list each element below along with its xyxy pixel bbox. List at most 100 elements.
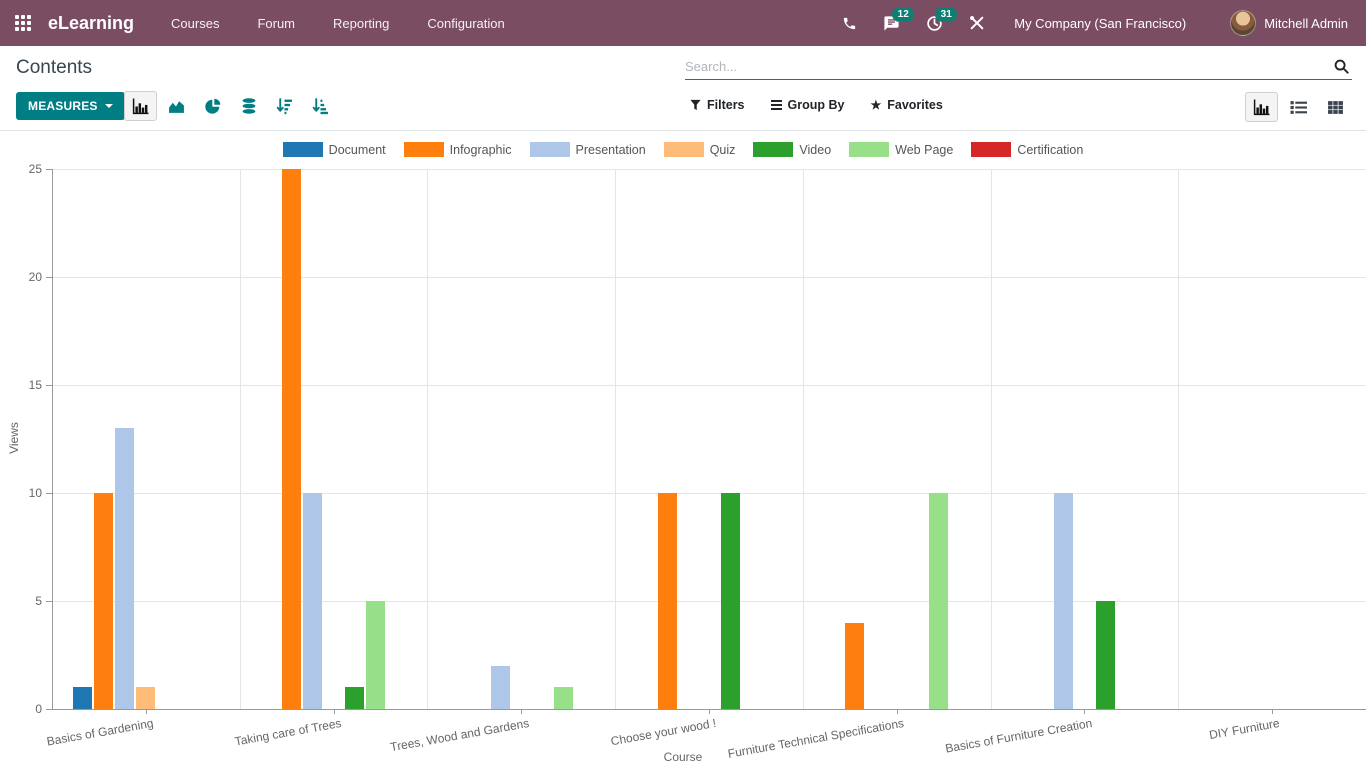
- bar-web-page[interactable]: [366, 601, 386, 709]
- x-tick: [333, 709, 335, 714]
- sort-ascending-button[interactable]: [304, 91, 337, 121]
- graph-view-button[interactable]: [1245, 92, 1278, 122]
- x-tick-label: Taking care of Trees: [233, 716, 343, 749]
- legend-item[interactable]: Presentation: [529, 142, 646, 157]
- search-button[interactable]: [1330, 56, 1352, 78]
- favorites-label: Favorites: [887, 98, 943, 112]
- nav-menu-forum[interactable]: Forum: [257, 15, 296, 31]
- bar-web-page[interactable]: [929, 493, 949, 709]
- legend-swatch: [663, 142, 704, 157]
- bar-infographic[interactable]: [282, 169, 302, 709]
- y-tick: [46, 169, 52, 170]
- bar-video[interactable]: [345, 687, 365, 709]
- bar-presentation[interactable]: [1053, 493, 1073, 709]
- user-menu[interactable]: Mitchell Admin: [1202, 10, 1352, 36]
- apps-grid-icon: [15, 15, 31, 31]
- bar-presentation[interactable]: [490, 665, 510, 709]
- v-gridline: [990, 169, 992, 709]
- bar-presentation[interactable]: [303, 493, 323, 709]
- pie-chart-icon: [204, 98, 220, 114]
- x-tick-label: Basics of Gardening: [45, 716, 155, 749]
- y-tick-label: 5: [35, 594, 42, 608]
- x-tick-label: Trees, Wood and Gardens: [388, 716, 530, 755]
- h-gridline: [52, 385, 1366, 386]
- sort-descending-icon: [276, 97, 292, 114]
- group-by-button[interactable]: Group By: [770, 98, 845, 112]
- legend-item[interactable]: Video: [753, 142, 831, 157]
- legend-label: Web Page: [895, 142, 954, 157]
- tools-button[interactable]: [956, 0, 998, 46]
- line-chart-mode-button[interactable]: [160, 91, 193, 121]
- company-switcher[interactable]: My Company (San Francisco): [1014, 15, 1187, 31]
- activities-count-badge: 31: [935, 7, 958, 22]
- phone-button[interactable]: [829, 0, 870, 46]
- bar-video[interactable]: [720, 493, 740, 709]
- measures-label: MEASURES: [28, 99, 98, 113]
- legend-item[interactable]: Document: [282, 142, 386, 157]
- graph-view-icon: [1253, 99, 1270, 115]
- list-view-icon: [1290, 100, 1307, 114]
- legend-swatch: [753, 142, 794, 157]
- messages-button[interactable]: 12: [870, 0, 915, 46]
- page-title: Contents: [16, 57, 93, 78]
- nav-menu-courses[interactable]: Courses: [171, 15, 220, 31]
- chart-type-toolbar: [124, 91, 337, 121]
- v-gridline: [427, 169, 429, 709]
- h-gridline: [52, 169, 1366, 170]
- star-icon: ★: [870, 98, 882, 112]
- bar-chart-mode-button[interactable]: [124, 91, 157, 121]
- activity-clock-icon: [927, 15, 942, 31]
- user-avatar: [1230, 10, 1257, 36]
- apps-menu-button[interactable]: [0, 0, 46, 46]
- legend-swatch: [529, 142, 570, 157]
- filters-label: Filters: [707, 98, 745, 112]
- bar-quiz[interactable]: [136, 687, 156, 709]
- x-tick: [896, 709, 898, 714]
- bar-infographic[interactable]: [657, 493, 677, 709]
- legend-item[interactable]: Web Page: [849, 142, 953, 157]
- legend-label: Infographic: [449, 142, 512, 157]
- x-tick: [145, 709, 147, 714]
- bar-chart: Document Infographic Presentation Quiz Video…: [0, 131, 1366, 768]
- pivot-view-icon: [1328, 100, 1343, 114]
- search-filter-menu: Filters Group By ★ Favorites: [690, 98, 943, 112]
- filters-button[interactable]: Filters: [690, 98, 745, 112]
- bar-video[interactable]: [1095, 601, 1115, 709]
- pie-chart-mode-button[interactable]: [196, 91, 229, 121]
- group-by-label: Group By: [787, 98, 845, 112]
- group-by-icon: [770, 100, 782, 110]
- nav-menu-configuration[interactable]: Configuration: [427, 15, 505, 31]
- measures-button[interactable]: MEASURES: [16, 92, 125, 120]
- y-tick-label: 25: [28, 162, 42, 176]
- v-gridline: [239, 169, 241, 709]
- activities-button[interactable]: 31: [913, 0, 958, 46]
- y-tick-label: 15: [28, 378, 42, 392]
- stacked-bars-button[interactable]: [232, 91, 265, 121]
- bar-presentation[interactable]: [115, 428, 135, 709]
- bar-infographic[interactable]: [94, 493, 114, 709]
- x-tick: [1084, 709, 1086, 714]
- legend-swatch: [849, 142, 890, 157]
- y-tick: [46, 277, 52, 278]
- app-name[interactable]: eLearning: [48, 12, 135, 33]
- bar-chart-icon: [132, 98, 149, 114]
- nav-menu-reporting[interactable]: Reporting: [333, 15, 390, 31]
- area-chart-icon: [169, 100, 184, 113]
- sort-descending-button[interactable]: [268, 91, 301, 121]
- legend-item[interactable]: Quiz: [663, 142, 735, 157]
- bar-infographic[interactable]: [845, 622, 865, 709]
- favorites-button[interactable]: ★ Favorites: [870, 98, 942, 112]
- search-input[interactable]: [685, 59, 1330, 74]
- list-view-button[interactable]: [1282, 92, 1315, 122]
- legend-item[interactable]: Certification: [971, 142, 1083, 157]
- legend-item[interactable]: Infographic: [403, 142, 512, 157]
- x-tick-label: Choose your wood !: [609, 716, 718, 749]
- bar-web-page[interactable]: [553, 687, 573, 709]
- user-name: Mitchell Admin: [1264, 15, 1348, 31]
- control-panel: Contents MEASURES: [0, 46, 1366, 131]
- main-menu: Courses Forum Reporting Configuration: [152, 0, 524, 46]
- v-gridline: [1178, 169, 1180, 709]
- pivot-view-button[interactable]: [1319, 92, 1352, 122]
- bar-document[interactable]: [73, 687, 93, 709]
- caret-down-icon: [104, 104, 113, 108]
